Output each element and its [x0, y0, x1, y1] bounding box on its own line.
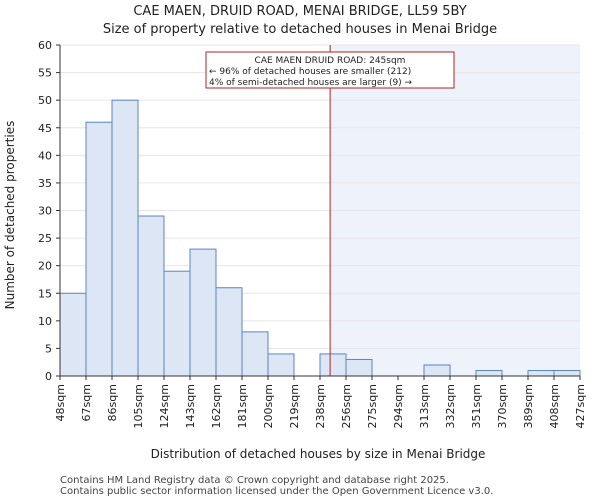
y-tick-label: 45 [38, 122, 52, 135]
y-tick-label: 55 [38, 67, 52, 80]
y-tick-label: 10 [38, 315, 52, 328]
x-tick-label-67sqm: 67sqm [80, 384, 93, 421]
bar-200sqm [267, 353, 295, 377]
x-tick-label-332sqm: 332sqm [444, 384, 457, 428]
x-tick-label-143sqm: 143sqm [184, 384, 197, 428]
y-tick-label: 25 [38, 232, 52, 245]
bar-313sqm [423, 364, 451, 377]
x-tick-label-86sqm: 86sqm [106, 384, 119, 421]
y-axis-label: Number of detached properties [3, 121, 17, 310]
bar-389sqm [527, 369, 555, 377]
x-tick-label-351sqm: 351sqm [470, 384, 483, 428]
x-tick-label-124sqm: 124sqm [158, 384, 171, 428]
bar-351sqm [475, 369, 503, 377]
chart-title: CAE MAEN, DRUID ROAD, MENAI BRIDGE, LL59… [133, 4, 466, 19]
y-tick-label: 5 [45, 342, 52, 355]
y-tick-label: 20 [38, 260, 52, 273]
x-tick-label-181sqm: 181sqm [236, 384, 249, 428]
x-tick-label-200sqm: 200sqm [262, 384, 275, 428]
annotation-line-1: CAE MAEN DRUID ROAD: 245sqm [255, 56, 406, 66]
x-tick-label-275sqm: 275sqm [366, 384, 379, 428]
annotation-box-frame [205, 51, 455, 89]
x-tick-label-105sqm: 105sqm [132, 384, 145, 428]
bar-238sqm [319, 353, 347, 377]
x-axis-label: Distribution of detached houses by size … [151, 447, 486, 461]
bar-86sqm [111, 99, 139, 377]
x-tick-label-162sqm: 162sqm [210, 384, 223, 428]
x-tick-label-48sqm: 48sqm [54, 384, 67, 421]
x-tick-label-370sqm: 370sqm [496, 384, 509, 428]
x-tick-label-238sqm: 238sqm [314, 384, 327, 428]
chart-subtitle: Size of property relative to detached ho… [103, 22, 497, 37]
x-tick-label-256sqm: 256sqm [340, 384, 353, 428]
bar-143sqm [189, 248, 217, 377]
x-tick-label-219sqm: 219sqm [288, 384, 301, 428]
y-tick-label: 40 [38, 149, 52, 162]
x-tick-label-313sqm: 313sqm [418, 384, 431, 428]
y-tick-label: 30 [38, 205, 52, 218]
annotation-line-3: 4% of semi-detached houses are larger (9… [209, 78, 413, 88]
bar-48sqm [59, 292, 87, 377]
bar-124sqm [163, 270, 191, 377]
x-axis-ticks: 48sqm 67sqm 86sqm 105sqm 124sqm 143sqm 162sqm 1… [54, 376, 587, 428]
y-tick-label: 0 [45, 370, 52, 383]
bar-256sqm [345, 358, 373, 377]
bar-67sqm [85, 121, 113, 377]
bars [59, 99, 581, 377]
bar-105sqm [137, 215, 165, 377]
y-tick-label: 60 [38, 39, 52, 52]
y-tick-label: 15 [38, 287, 52, 300]
footer-line-2: Contains public sector information licen… [60, 486, 493, 497]
y-axis-ticks: 0 5 10 15 20 25 30 35 40 45 50 55 60 [38, 39, 60, 383]
x-tick-label-389sqm: 389sqm [522, 384, 535, 428]
bar-162sqm [215, 287, 243, 377]
x-tick-label-294sqm: 294sqm [392, 384, 405, 428]
bar-408sqm [553, 369, 581, 377]
x-tick-label-427sqm: 427sqm [574, 384, 587, 428]
x-tick-label-408sqm: 408sqm [548, 384, 561, 428]
y-tick-label: 35 [38, 177, 52, 190]
bar-181sqm [241, 331, 269, 377]
footer-line-1: Contains HM Land Registry data © Crown c… [60, 475, 449, 486]
annotation-line-2: ← 96% of detached houses are smaller (21… [209, 67, 411, 77]
annotation-box: CAE MAEN DRUID ROAD: 245sqm ← 96% of det… [205, 51, 455, 89]
y-tick-label: 50 [38, 94, 52, 107]
